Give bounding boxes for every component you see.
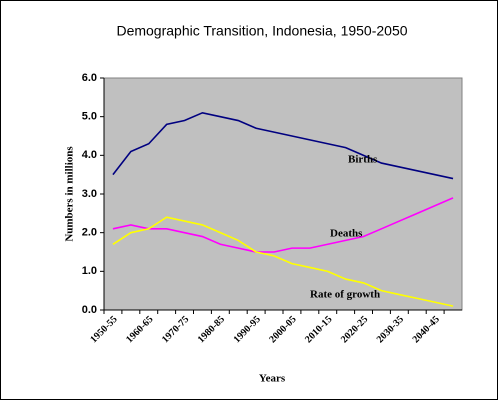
- y-tick-label: 5.0: [82, 111, 97, 123]
- series-label: Births: [348, 154, 378, 166]
- series-label: Rate of growth: [310, 289, 380, 301]
- y-tick-label: 2.0: [82, 227, 97, 239]
- series-label: Deaths: [330, 228, 363, 240]
- y-tick-label: 4.0: [82, 149, 97, 161]
- series-line: [112, 111, 454, 180]
- y-tick-label: 3.0: [82, 188, 97, 200]
- plot-area: [103, 77, 463, 311]
- series-line: [112, 197, 454, 253]
- y-tick-label: 1.0: [82, 265, 97, 277]
- series-line: [112, 216, 454, 307]
- y-axis-label: Numbers in millions: [64, 146, 76, 242]
- x-axis-label: Years: [259, 373, 286, 385]
- y-tick-label: 0.0: [82, 304, 97, 316]
- chart-title: Demographic Transition, Indonesia, 1950-…: [116, 23, 407, 39]
- y-tick-label: 6.0: [82, 72, 97, 84]
